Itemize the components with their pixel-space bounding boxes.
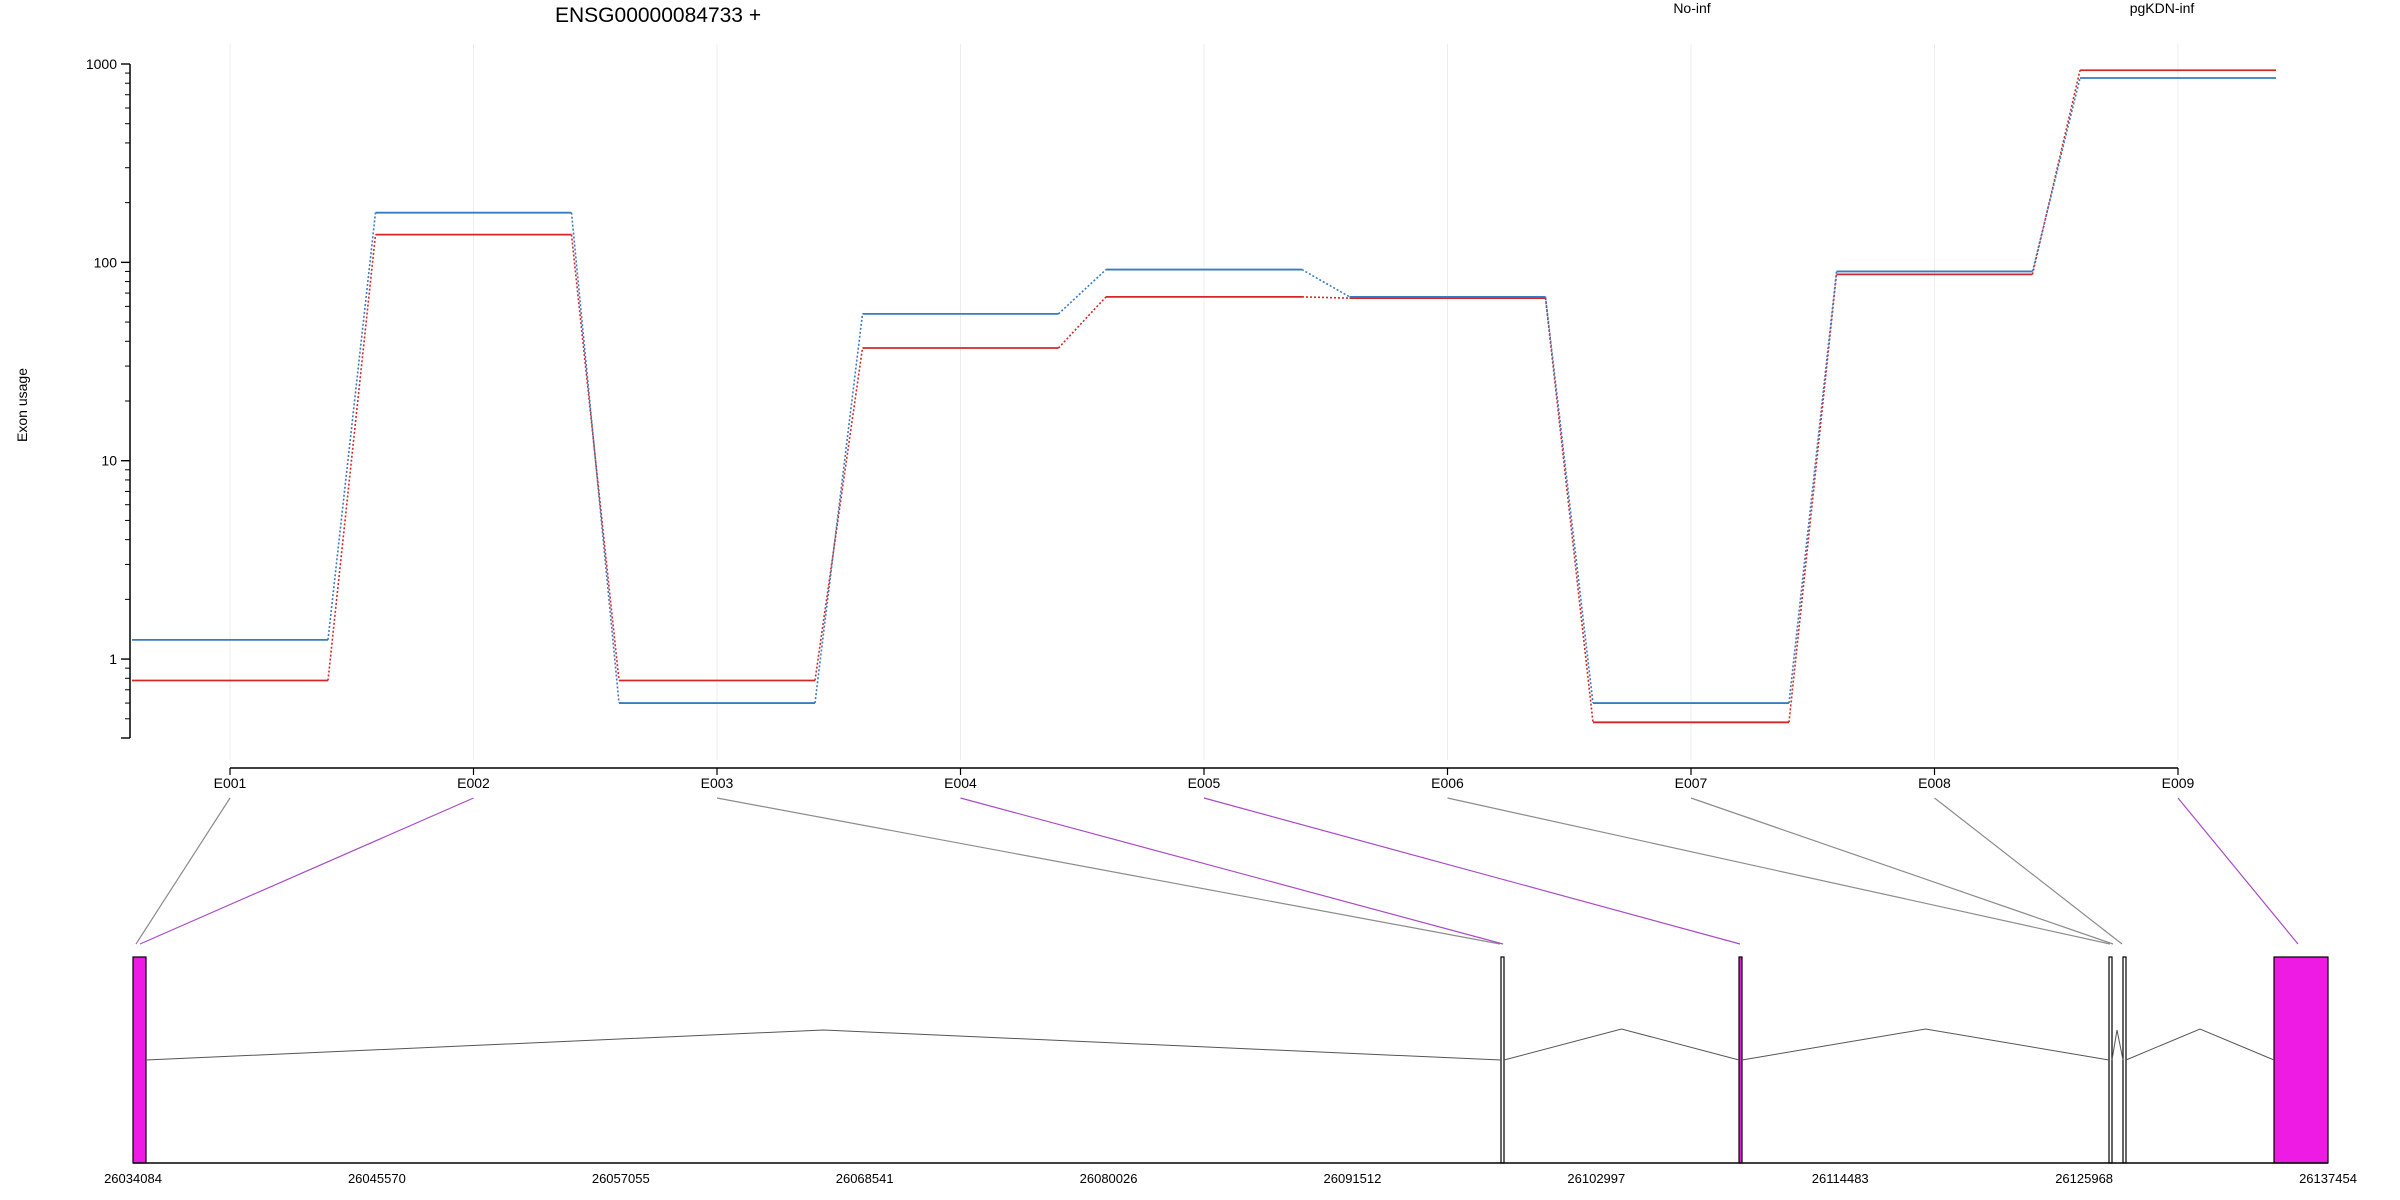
series-connector [2031,77,2081,272]
series-connector [1301,268,1350,298]
exon-connector [960,797,1504,945]
exon-connector [2177,797,2299,945]
coordinate-label: 26102997 [1567,1171,1625,1186]
coordinate-label: 26114483 [1812,1171,1869,1186]
intron-line [2125,1028,2275,1061]
series-connector [327,234,377,681]
x-tick-label: E001 [214,775,247,791]
series-connector [327,212,377,640]
x-tick-label: E008 [1918,775,1951,791]
series-connector [1544,298,1594,723]
x-tick-label: E004 [944,775,977,791]
exon-connector [1690,797,2114,945]
coordinate-label: 26080026 [1080,1171,1138,1186]
intron-line [145,1029,1502,1061]
x-tick-label: E009 [2162,775,2195,791]
x-tick-label: E002 [457,775,490,791]
intron-line [1741,1028,2110,1061]
exon-connector [139,797,474,945]
coordinate-label: 26057055 [592,1171,650,1186]
y-tick-label: 100 [94,254,118,270]
intron-line [1503,1028,1740,1061]
coordinate-label: 26091512 [1324,1171,1382,1186]
gene-model: 26034084 26045570 26057055 26068541 26080026… [104,797,2357,1186]
chart-title: ENSG00000084733 + [555,4,761,27]
series-connector [570,234,620,681]
series-pgKDN-inf [132,77,2276,704]
plot-area: 1 10 100 1000 E001 E002 E003 E004 E005 E006 E007 E0… [86,44,2276,791]
x-tick-label: E007 [1675,775,1708,791]
exon-connector [1934,797,2123,945]
legend-entry-pgkdn-inf: pgKDN-inf [2130,0,2195,16]
exon-block [1738,956,1743,1164]
exon-block [1500,956,1505,1164]
intron-line [2111,1029,2124,1061]
exon-connector [716,797,1501,945]
coordinate-label: 26034084 [104,1171,162,1186]
series-connector [1788,271,1838,704]
legend-entry-no-inf: No-inf [1673,0,1710,16]
coordinate-label: 26125968 [2055,1171,2113,1186]
y-tick-label: 1 [109,651,117,667]
exon-block [2122,956,2127,1164]
series-connector [1057,268,1107,315]
exon-connector [1447,797,2111,945]
series-connector [814,347,864,681]
exon-block [132,956,147,1164]
series-connector [814,313,864,704]
series-connector [1788,274,1838,723]
coordinate-label: 26068541 [836,1171,894,1186]
y-tick-label: 10 [101,453,117,469]
y-axis-label: Exon usage [14,368,30,442]
x-tick-label: E005 [1188,775,1221,791]
exon-connector [135,797,231,945]
series-connector [1057,296,1107,349]
series-connector [1544,296,1594,704]
series-No-inf [132,69,2276,724]
series-connector [1301,296,1350,299]
exon-block [2273,956,2329,1164]
coordinate-label: 26045570 [348,1171,406,1186]
coordinate-label: 26137454 [2299,1171,2357,1186]
y-tick-label: 1000 [86,56,117,72]
x-tick-label: E006 [1431,775,1464,791]
exon-block [2108,956,2113,1164]
exon-connector [1203,797,1741,945]
x-tick-label: E003 [701,775,734,791]
